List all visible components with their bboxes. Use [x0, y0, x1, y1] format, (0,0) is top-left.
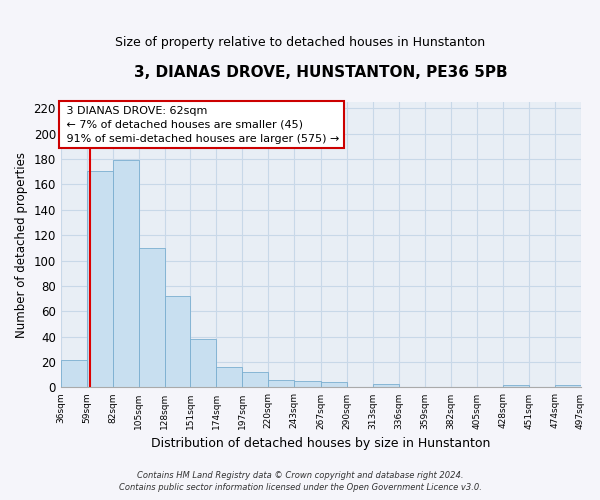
Bar: [373, 384, 399, 388]
Bar: [242, 372, 268, 388]
Bar: [61, 360, 87, 388]
Bar: [554, 385, 581, 388]
Bar: [268, 380, 294, 388]
Text: Contains HM Land Registry data © Crown copyright and database right 2024.
Contai: Contains HM Land Registry data © Crown c…: [119, 471, 481, 492]
Bar: [139, 248, 164, 388]
Bar: [113, 160, 139, 388]
Text: 3 DIANAS DROVE: 62sqm
 ← 7% of detached houses are smaller (45)
 91% of semi-det: 3 DIANAS DROVE: 62sqm ← 7% of detached h…: [63, 106, 340, 144]
Title: 3, DIANAS DROVE, HUNSTANTON, PE36 5PB: 3, DIANAS DROVE, HUNSTANTON, PE36 5PB: [134, 65, 508, 80]
Bar: [87, 170, 113, 388]
Y-axis label: Number of detached properties: Number of detached properties: [15, 152, 28, 338]
Bar: [217, 367, 242, 388]
Bar: [190, 339, 217, 388]
Bar: [294, 381, 321, 388]
X-axis label: Distribution of detached houses by size in Hunstanton: Distribution of detached houses by size …: [151, 437, 490, 450]
Bar: [164, 296, 190, 388]
Text: Size of property relative to detached houses in Hunstanton: Size of property relative to detached ho…: [115, 36, 485, 49]
Bar: [503, 385, 529, 388]
Bar: [321, 382, 347, 388]
